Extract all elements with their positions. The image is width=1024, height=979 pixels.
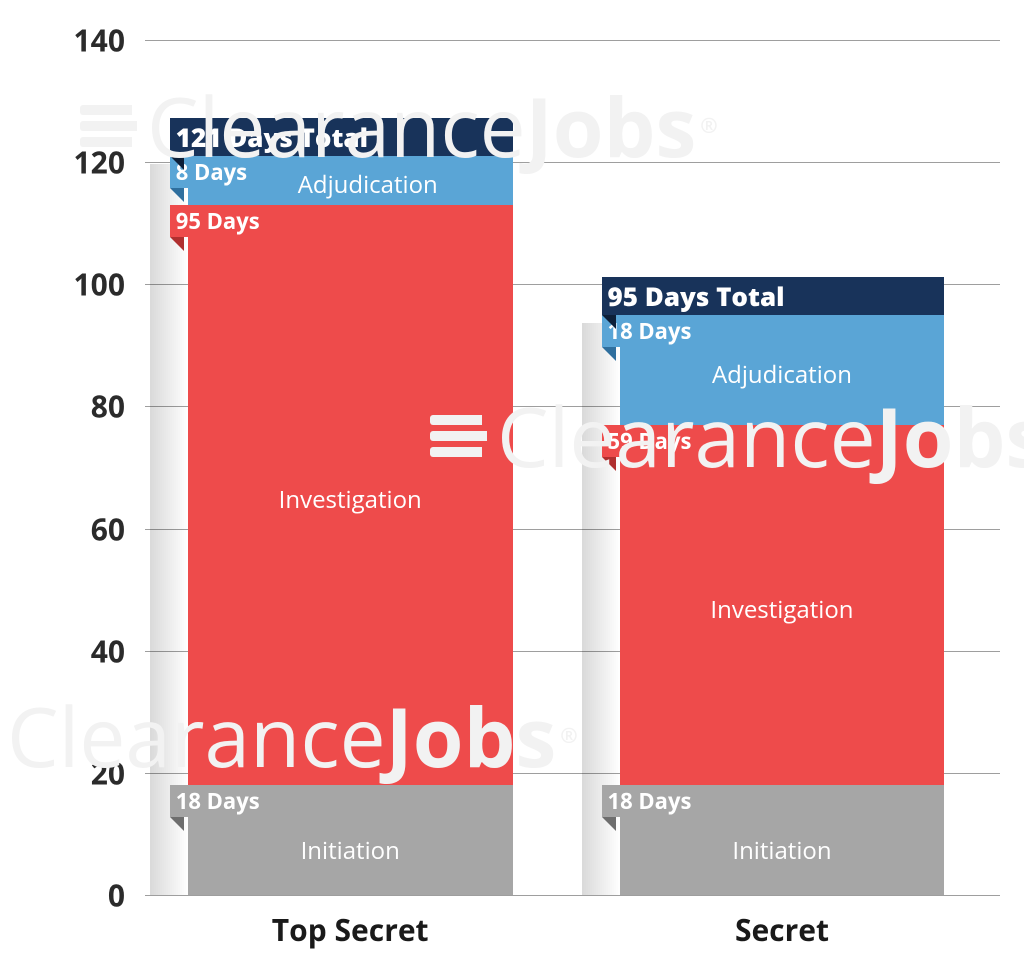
bar-segment-investigation: Investigation <box>188 205 513 785</box>
x-axis-label: Secret <box>620 909 945 950</box>
y-tick-label: 0 <box>20 875 125 916</box>
total-flag: 121 Days Total <box>170 118 513 156</box>
gridline <box>145 40 1000 41</box>
segment-label: Investigation <box>188 483 513 516</box>
bar-segment-investigation: Investigation <box>620 425 945 785</box>
value-flag: 18 Days <box>170 785 268 817</box>
y-tick-label: 20 <box>20 752 125 793</box>
y-tick-label: 80 <box>20 386 125 427</box>
y-tick-label: 40 <box>20 630 125 671</box>
y-tick-label: 100 <box>20 264 125 305</box>
y-tick-label: 120 <box>20 142 125 183</box>
segment-label: Initiation <box>620 834 945 867</box>
gridline <box>145 895 1000 896</box>
value-flag: 18 Days <box>602 315 700 347</box>
y-tick-label: 140 <box>20 20 125 61</box>
value-flag: 95 Days <box>170 205 268 237</box>
segment-label: Initiation <box>188 834 513 867</box>
value-flag: 18 Days <box>602 785 700 817</box>
x-axis-label: Top Secret <box>188 909 513 950</box>
clearance-days-chart: 020406080100120140Initiation18 DaysInves… <box>145 40 1000 895</box>
value-flag: 59 Days <box>602 425 700 457</box>
segment-label: Adjudication <box>620 358 945 391</box>
segment-label: Investigation <box>620 593 945 626</box>
y-tick-label: 60 <box>20 508 125 549</box>
total-flag: 95 Days Total <box>602 277 945 315</box>
